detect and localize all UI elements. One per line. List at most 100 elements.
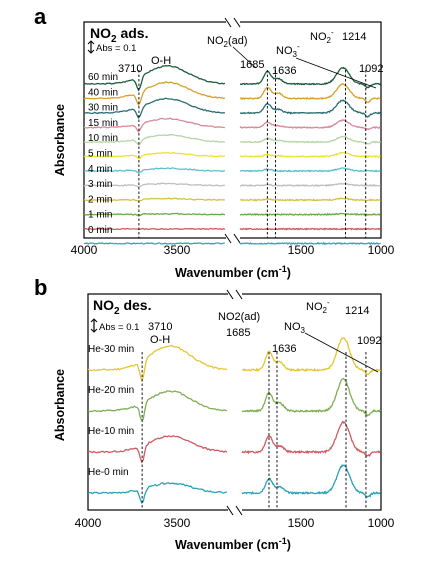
series-line-right xyxy=(240,182,381,188)
panel-b-peak-1685: 1685 xyxy=(226,327,250,339)
trace-label: He-0 min xyxy=(88,467,129,478)
panel-b-xtick-3500: 3500 xyxy=(164,516,191,530)
panel-a-ylabel: Absorbance xyxy=(53,104,67,176)
panel-b-peak-oh: O-H xyxy=(150,334,170,346)
series-line-left xyxy=(83,81,225,107)
series-line-left xyxy=(87,390,228,422)
trace-label: 60 min xyxy=(88,72,118,83)
panel-b-xtick-4000: 4000 xyxy=(75,516,102,530)
panel-a-xtick-3500: 3500 xyxy=(164,243,191,257)
panel-a-axis-break-mask xyxy=(226,8,240,243)
panel-b-no2ad: NO2(ad) xyxy=(218,311,260,323)
panel-a-peak-1636: 1636 xyxy=(272,65,296,77)
series-line-left xyxy=(83,97,225,120)
panel-b-axis-break-mask xyxy=(228,280,242,515)
series-line-right xyxy=(240,66,382,89)
panel-a-xtick-1500: 1500 xyxy=(288,243,315,257)
panel-a-break-bottom-mask xyxy=(226,236,240,246)
panel-b-peak-1636: 1636 xyxy=(272,343,296,355)
panel-b-letter: b xyxy=(34,275,47,300)
panel-a-peak-1685: 1685 xyxy=(240,59,264,71)
trace-label: He-20 min xyxy=(88,385,134,396)
panel-a-letter: a xyxy=(34,4,47,29)
series-line-left xyxy=(83,197,225,202)
trace-label: He-30 min xyxy=(88,344,134,355)
series-line-left xyxy=(83,242,225,245)
panel-b-reference-lines xyxy=(141,352,367,508)
panel-a-break-mark xyxy=(224,233,232,244)
series-line-left xyxy=(83,167,225,173)
panel-b-peak-1214: 1214 xyxy=(345,305,369,317)
series-line-left xyxy=(83,182,225,188)
panel-a-break-mark xyxy=(233,233,241,244)
trace-label: 10 min xyxy=(88,133,118,144)
panel-b-break-mark xyxy=(235,289,243,300)
trace-label: He-10 min xyxy=(88,426,134,437)
panel-b-traces xyxy=(87,337,382,504)
panel-a-trace-labels: 60 min 40 min 30 min 15 min 10 min 5 min 4 min… xyxy=(88,72,118,236)
panel-a-break-top-mask xyxy=(226,8,240,22)
panel-b: b NO2 des. Abs = 0.1 3710 O-H NO2(ad) 16… xyxy=(34,275,395,552)
series-line-right xyxy=(241,337,382,376)
series-line-right xyxy=(239,167,381,173)
series-line-left xyxy=(83,64,226,92)
panel-a-title: NO2 ads. xyxy=(90,25,148,45)
panel-b-peak-1092: 1092 xyxy=(357,335,381,347)
trace-label: 40 min xyxy=(88,87,118,98)
series-line-left xyxy=(87,434,228,464)
series-line-left xyxy=(87,482,227,504)
series-line-right xyxy=(239,83,381,104)
panel-a-peak-oh: O-H xyxy=(151,55,171,67)
panel-a-xtick-1000: 1000 xyxy=(368,243,395,257)
trace-label: 5 min xyxy=(88,149,112,160)
panel-b-break-mark xyxy=(226,505,234,516)
series-line-right xyxy=(239,118,382,131)
panel-b-break-mark xyxy=(235,505,243,516)
trace-label: 15 min xyxy=(88,118,118,129)
panel-b-break-top-mask xyxy=(228,280,242,294)
panel-b-scale-arrows xyxy=(90,318,98,333)
panel-b-xtick-1500: 1500 xyxy=(288,516,315,530)
series-line-right xyxy=(239,212,382,217)
panel-a-no2ad: NO2(ad) xyxy=(207,35,248,49)
panel-a-peak-1092: 1092 xyxy=(359,63,383,75)
panel-a-peak-1214: 1214 xyxy=(342,31,366,43)
panel-a: a NO2 ads. Abs = 0.1 3710 O-H NO2(ad) 16… xyxy=(34,4,395,280)
panel-a-scale-arrows xyxy=(87,40,95,54)
panel-a-scale-label: Abs = 0.1 xyxy=(96,43,136,54)
series-line-left xyxy=(87,344,228,383)
panel-b-peak-3710: 3710 xyxy=(148,321,172,333)
series-line-left xyxy=(83,227,226,231)
trace-label: 3 min xyxy=(88,179,112,190)
panel-b-no3: NO3 xyxy=(284,321,306,335)
panel-b-ylabel: Absorbance xyxy=(53,369,67,441)
series-line-right xyxy=(239,227,381,231)
panel-a-no2m: NO2- xyxy=(310,28,334,45)
panel-a-xtick-4000: 4000 xyxy=(71,243,98,257)
trace-label: 2 min xyxy=(88,194,112,205)
series-line-left xyxy=(83,212,226,217)
panel-b-break-bottom-mask xyxy=(228,508,242,518)
series-line-right xyxy=(239,241,381,246)
series-line-right xyxy=(239,197,382,202)
series-line-right xyxy=(241,463,381,498)
series-line-left xyxy=(83,133,226,146)
series-line-right xyxy=(239,151,381,159)
panel-b-xlabel: Wavenumber (cm-1) xyxy=(175,536,291,552)
panel-b-no3-pointer xyxy=(304,332,379,373)
panel-a-break-mark xyxy=(224,17,232,28)
panel-a-no3-pointer xyxy=(295,57,377,89)
panel-a-peak-3710: 3710 xyxy=(118,63,142,75)
series-line-left xyxy=(83,151,226,160)
panel-a-reference-lines xyxy=(138,70,367,238)
series-line-right xyxy=(239,135,382,145)
trace-label: 0 min xyxy=(88,225,112,236)
trace-label: 4 min xyxy=(88,164,112,175)
panel-a-traces xyxy=(83,64,382,246)
panel-b-break-mark xyxy=(226,289,234,300)
series-line-left xyxy=(83,117,225,133)
panel-a-no2ad-pointer xyxy=(232,46,257,69)
panel-a-break-mark xyxy=(233,17,241,28)
panel-b-xtick-1000: 1000 xyxy=(368,516,395,530)
